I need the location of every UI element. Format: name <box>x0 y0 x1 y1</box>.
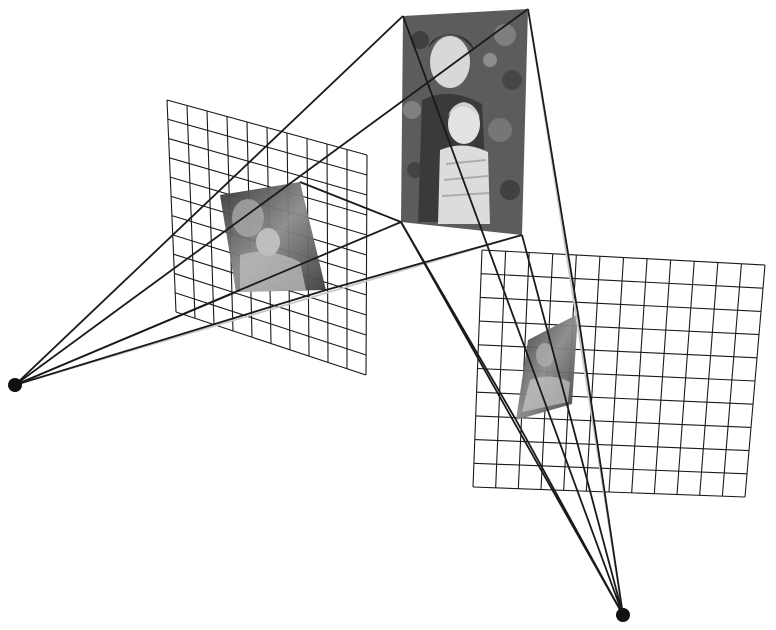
grid-line-vertical <box>365 154 368 376</box>
image-plane-right <box>472 249 766 498</box>
grid-line-horizontal <box>481 273 764 289</box>
scene-photo-plane <box>401 9 528 235</box>
projected-photo-right <box>516 314 578 420</box>
grid-line-horizontal <box>168 138 367 196</box>
grid-line-horizontal <box>479 320 760 336</box>
camera-center-right-icon <box>616 608 630 622</box>
grid-line-vertical <box>186 105 196 319</box>
projection-rays <box>14 8 624 616</box>
grid-line-horizontal <box>167 118 368 176</box>
grid-line-horizontal <box>481 249 766 266</box>
grid-line-horizontal <box>474 439 750 452</box>
grid-line-vertical <box>206 110 215 325</box>
grid-line-horizontal <box>175 311 367 376</box>
grid-line-horizontal <box>166 99 368 156</box>
grid-line-horizontal <box>473 462 748 475</box>
grid-line-horizontal <box>480 296 762 312</box>
grid-line-horizontal <box>169 157 367 216</box>
grid-line-horizontal <box>472 486 746 498</box>
grid-line-vertical <box>166 99 177 313</box>
camera-center-left-icon <box>8 378 22 392</box>
grid-line-horizontal <box>174 272 367 336</box>
